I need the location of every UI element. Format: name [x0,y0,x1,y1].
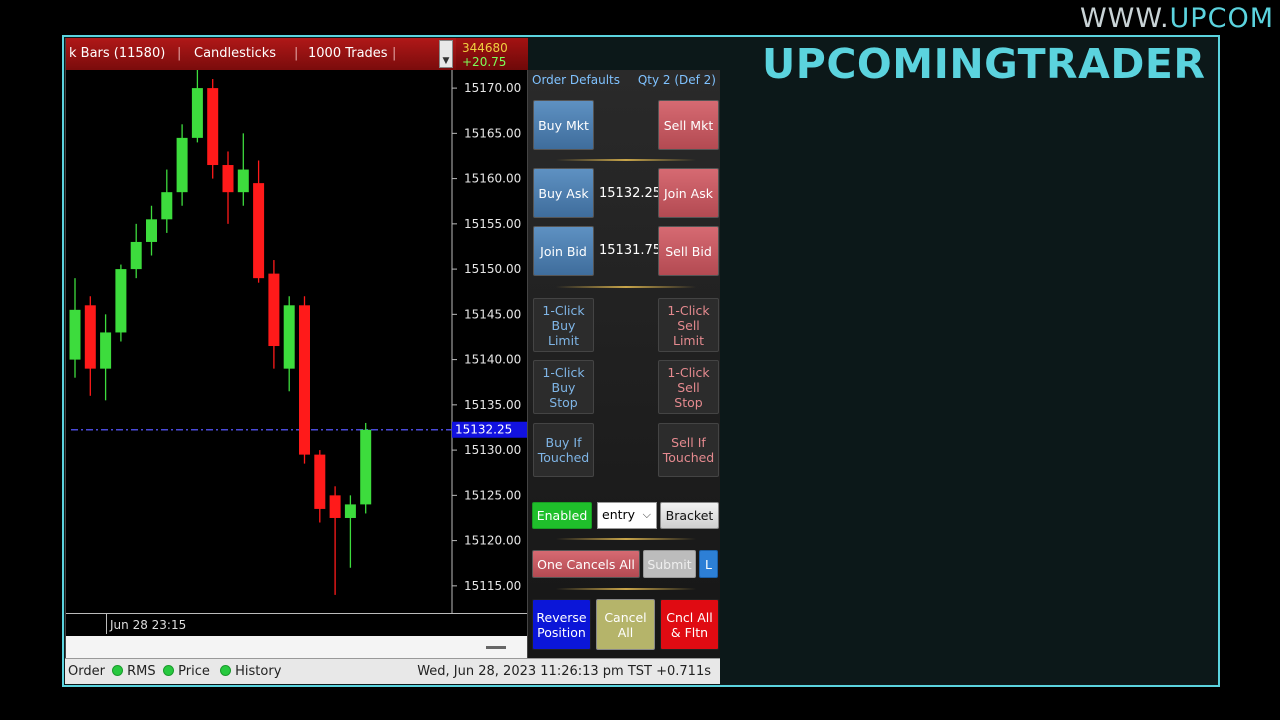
status-dot-icon [112,665,123,676]
chart-style-label[interactable]: Candlesticks [194,46,277,61]
cancel-all-button[interactable]: Cancel All [596,599,655,650]
buy-if-touched-button[interactable]: Buy If Touched [533,423,594,477]
candle-body [115,269,127,333]
time-tick [106,614,107,634]
chart-toolbar: k Bars (11580) | Candlesticks | 1000 Tra… [66,38,528,70]
chart-scrollbar[interactable] [66,636,528,658]
candle-body [314,454,326,509]
bid-price: 15131.75 [599,243,662,258]
cancel-all-flatten-button[interactable]: Cncl All & Fltn [660,599,719,650]
last-price-label: 15132.25 [455,423,512,437]
buy-ask-button[interactable]: Buy Ask [533,168,594,218]
ask-price: 15132.25 [599,186,662,201]
order-panel: Order Defaults Qty 2 (Def 2) Buy Mkt Sel… [527,70,720,658]
price-tick-label: 15130.00 [464,443,521,457]
quote-change: +20.75 [462,55,507,69]
divider [556,538,696,540]
submit-button[interactable]: Submit [643,550,696,578]
separator: | [177,46,182,61]
panel-header: Order Defaults Qty 2 (Def 2) [528,70,721,90]
candle-body [268,273,280,347]
time-tick-label: Jun 28 23:15 [110,618,187,632]
quote-box: 344680 +20.75 [456,38,528,70]
price-tick-label: 15165.00 [464,126,521,140]
bracket-button[interactable]: Bracket [660,502,719,529]
candle-body [130,241,142,270]
price-tick-label: 15125.00 [464,488,521,502]
candle-body [253,183,265,279]
one-click-buy-limit-button[interactable]: 1-Click Buy Limit [533,298,594,352]
price-tick-label: 15115.00 [464,579,521,593]
l-button[interactable]: L [699,550,718,578]
candle-body [161,192,173,220]
order-defaults-label[interactable]: Order Defaults [532,73,621,87]
sell-if-touched-button[interactable]: Sell If Touched [658,423,719,477]
candle-body [299,305,310,455]
scroll-grip-icon[interactable] [486,646,506,649]
status-datetime: Wed, Jun 28, 2023 11:26:13 pm TST +0.711… [417,664,711,679]
candle-body [329,495,341,518]
divider [556,286,696,288]
price-tick-label: 15140.00 [464,353,521,367]
status-dot-icon [163,665,174,676]
status-bar: Order RMS Price History Wed, Jun 28, 202… [65,658,720,684]
enabled-toggle[interactable]: Enabled [532,502,592,529]
price-tick-label: 15150.00 [464,262,521,276]
sell-bid-button[interactable]: Sell Bid [658,226,719,276]
status-history: History [220,664,281,679]
candle-body [222,165,234,193]
separator: | [294,46,299,61]
watermark: WWW.UPCOM [1079,3,1274,34]
divider [556,159,696,161]
status-price: Price [163,664,210,679]
status-rms: RMS [112,664,156,679]
brand-title: UPCOMINGTRADER [762,40,1206,88]
candle-body [69,309,81,360]
candle-body [100,332,112,369]
price-tick-label: 15160.00 [464,172,521,186]
one-click-sell-stop-button[interactable]: 1-Click Sell Stop [658,360,719,414]
qty-label[interactable]: Qty 2 (Def 2) [637,73,716,87]
join-bid-button[interactable]: Join Bid [533,226,594,276]
candlestick-chart[interactable]: 15170.00 15165.00 15160.00 15155.00 15150.00… [66,70,528,613]
buy-market-button[interactable]: Buy Mkt [533,100,594,150]
bars-label[interactable]: k Bars (11580) [69,46,166,61]
status-dot-icon [220,665,231,676]
entry-select[interactable]: entry ⌵ [597,502,657,529]
candle-body [146,219,157,242]
status-order-label: Order [68,664,105,679]
one-cancels-all-button[interactable]: One Cancels All [532,550,640,578]
time-axis: Jun 28 23:15 [66,613,528,635]
price-tick-label: 15120.00 [464,534,521,548]
candle-body [191,88,203,138]
price-tick-label: 15145.00 [464,307,521,321]
candle-body [283,305,295,369]
one-click-buy-stop-button[interactable]: 1-Click Buy Stop [533,360,594,414]
toolbar-scroll-down-icon[interactable]: ▼ [439,40,453,68]
candle-body [360,429,372,505]
chart-window: k Bars (11580) | Candlesticks | 1000 Tra… [65,38,528,662]
candle-body [176,137,188,193]
last-price-marker [452,421,528,438]
trades-label[interactable]: 1000 Trades [308,46,388,61]
price-tick-label: 15155.00 [464,217,521,231]
reverse-position-button[interactable]: Reverse Position [532,599,591,650]
sell-market-button[interactable]: Sell Mkt [658,100,719,150]
candle-body [207,88,219,166]
candle-body [84,305,96,369]
join-ask-button[interactable]: Join Ask [658,168,719,218]
divider [556,588,696,590]
price-tick-label: 15135.00 [464,398,521,412]
candle-body [344,504,356,518]
one-click-sell-limit-button[interactable]: 1-Click Sell Limit [658,298,719,352]
quote-volume: 344680 [462,41,508,55]
separator: | [392,46,397,61]
candle-body [237,169,249,193]
price-tick-label: 15170.00 [464,81,521,95]
chevron-down-icon: ⌵ [642,508,651,521]
